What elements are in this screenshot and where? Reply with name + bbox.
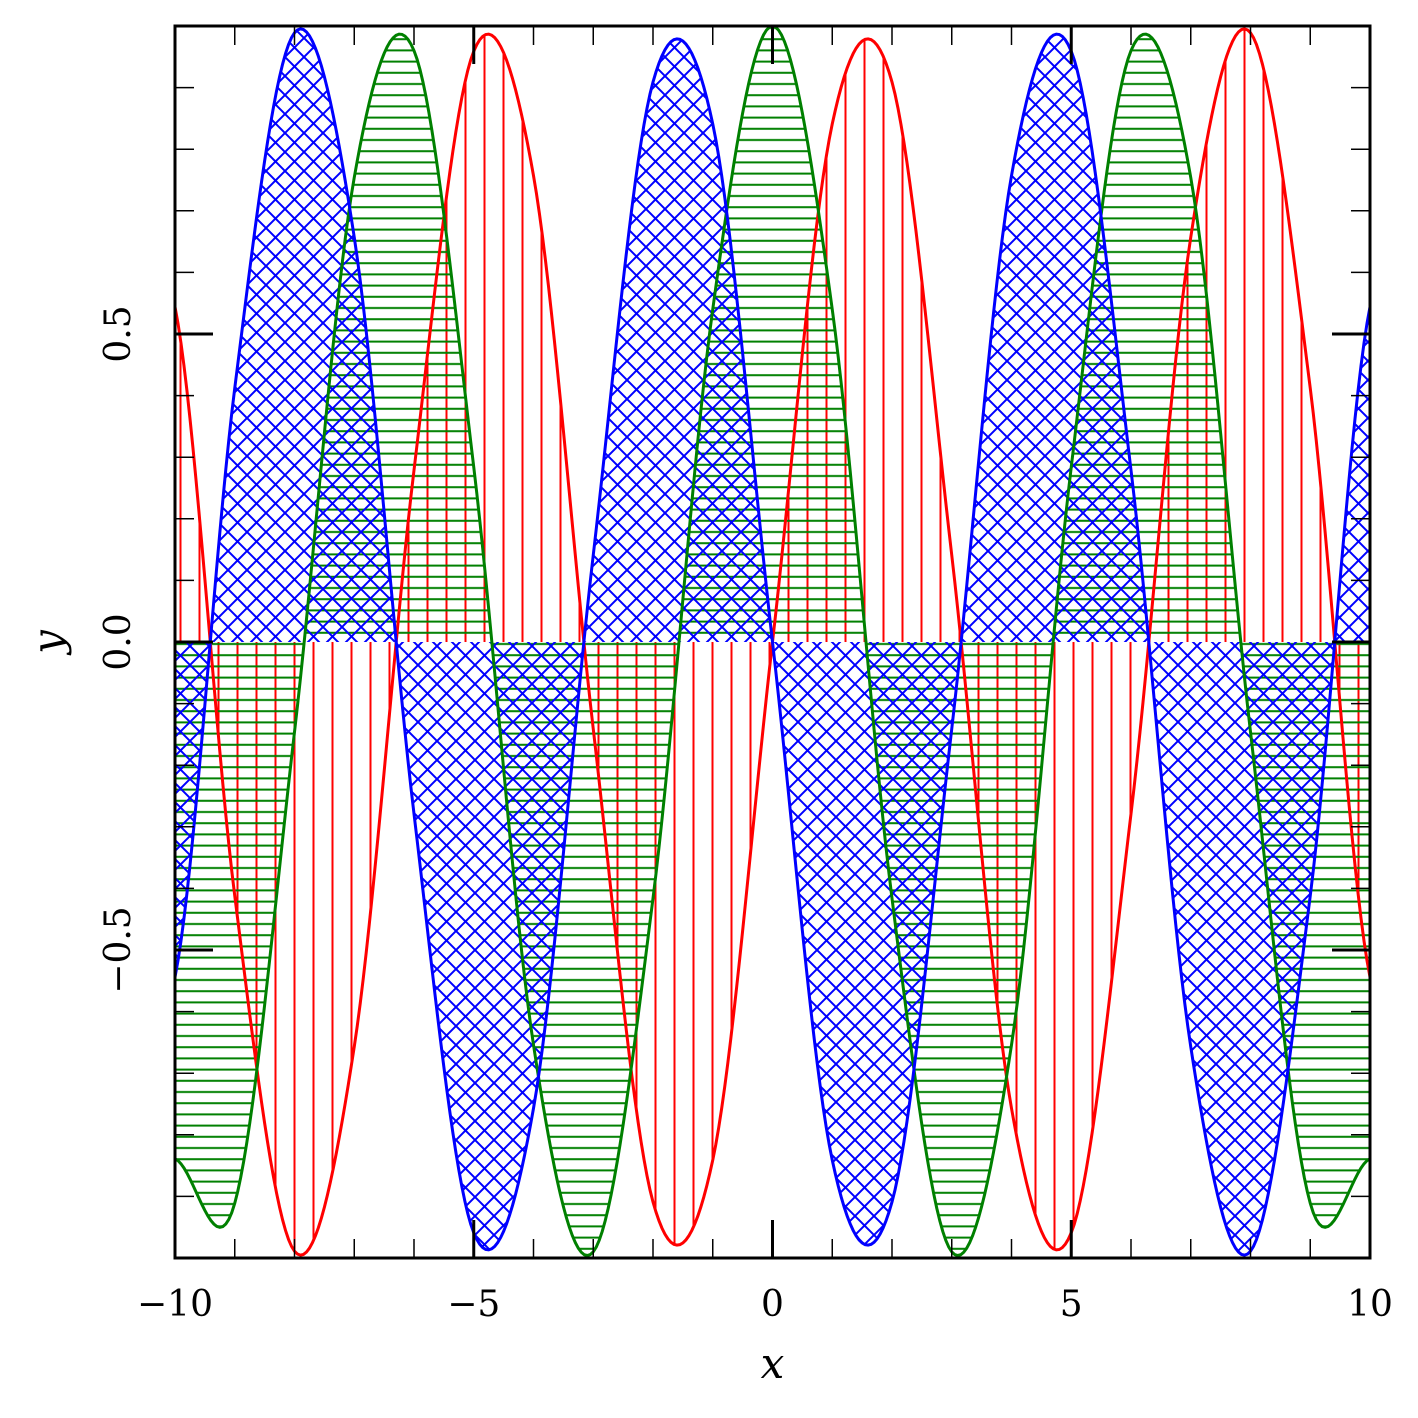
y-axis-label: y (23, 629, 72, 656)
series-lines (175, 26, 1370, 1258)
x-axis-label: x (761, 1339, 785, 1388)
x-tick-label: −5 (447, 1284, 500, 1325)
y-tick-label: 0.5 (98, 305, 139, 362)
series-3-line (175, 27, 1370, 1257)
y-tick-labels: −0.5 0.0 0.5 (98, 305, 139, 993)
axis-ticks (173, 24, 1372, 1260)
x-tick-label: 5 (1060, 1284, 1083, 1325)
x-tick-label: −10 (137, 1284, 213, 1325)
series-2-line (175, 26, 1370, 1258)
x-tick-labels: −10 −5 0 5 10 (137, 1284, 1393, 1325)
x-tick-label: 10 (1347, 1284, 1393, 1325)
y-tick-label: 0.0 (98, 613, 139, 670)
x-tick-label: 0 (761, 1284, 784, 1325)
y-tick-label: −0.5 (98, 906, 139, 993)
